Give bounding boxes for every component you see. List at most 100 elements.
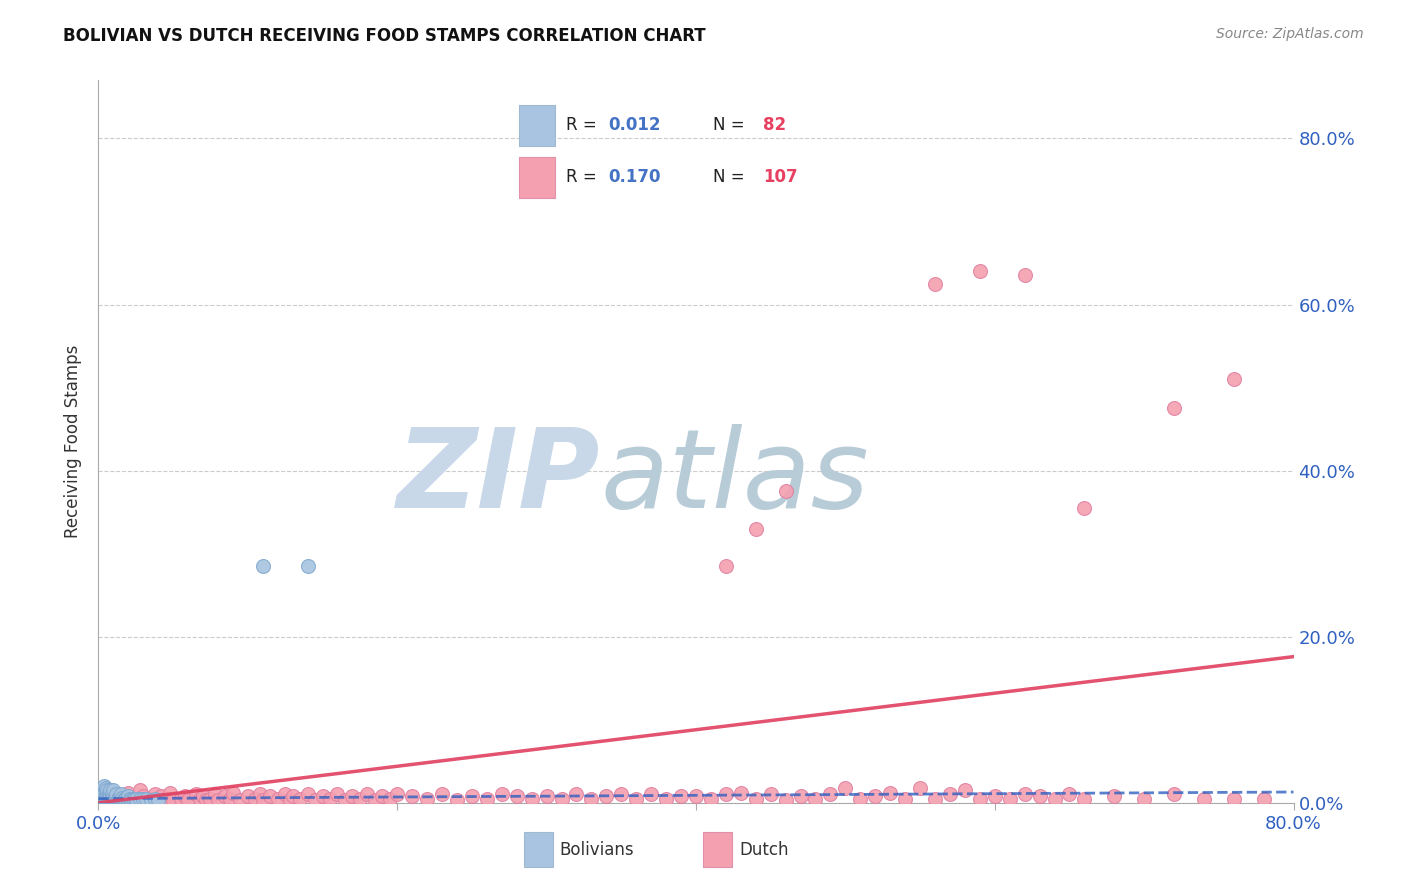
Point [91,792,114,806]
Point [103,789,125,804]
Point [139,793,162,807]
Point [108,793,131,807]
Point [177,793,200,807]
Point [110,789,132,804]
Point [112,792,135,806]
Point [103,783,125,797]
Point [94,791,117,805]
Point [311,789,333,804]
Point [148,793,170,807]
Point [565,788,588,802]
Point [121,792,143,806]
Point [430,788,453,802]
Point [1073,791,1095,805]
Point [98,794,122,808]
Point [103,794,125,808]
Point [342,789,364,804]
Point [93,793,115,807]
Point [297,559,319,574]
Point [610,788,633,802]
Point [108,790,131,805]
Point [150,789,173,804]
Point [252,559,274,574]
Point [91,788,114,802]
Point [91,794,114,808]
Point [98,791,122,805]
Point [93,791,115,805]
Point [105,794,128,808]
Point [120,791,142,805]
Point [120,792,142,806]
Point [319,791,342,805]
Point [97,786,120,800]
Point [1028,789,1050,804]
Point [849,791,872,805]
Point [685,789,707,804]
Point [188,791,211,805]
Point [416,791,439,805]
Point [1104,789,1126,804]
Point [103,793,125,807]
Point [1223,372,1246,386]
Point [274,788,297,802]
Point [110,791,132,805]
Point [506,789,529,804]
Point [326,788,349,802]
Point [94,789,117,804]
Point [125,793,148,807]
Point [89,791,111,805]
Point [94,786,117,800]
Point [349,791,371,805]
Point [219,791,242,805]
Point [207,793,229,807]
Point [174,789,197,804]
Point [107,791,129,805]
Point [195,793,218,807]
Point [834,780,856,795]
Point [101,788,124,802]
Point [939,788,962,802]
Point [110,793,132,807]
Point [101,794,124,808]
Point [94,780,117,795]
Point [98,793,122,807]
Point [107,793,129,807]
Text: BOLIVIAN VS DUTCH RECEIVING FOOD STAMPS CORRELATION CHART: BOLIVIAN VS DUTCH RECEIVING FOOD STAMPS … [63,27,706,45]
Point [924,277,946,291]
Point [894,791,917,805]
Point [333,793,356,807]
Point [969,264,991,278]
Point [148,793,170,807]
Point [117,789,139,804]
Y-axis label: Receiving Food Stamps: Receiving Food Stamps [65,345,83,538]
Point [117,786,139,800]
Point [90,789,112,804]
Point [125,791,148,805]
Point [461,789,484,804]
Point [125,793,148,807]
Point [124,792,146,806]
Point [129,792,152,806]
Point [111,793,134,807]
Point [745,791,768,805]
Point [281,789,304,804]
Point [640,788,662,802]
Point [1223,791,1246,805]
Point [159,786,181,800]
Point [105,788,128,802]
Point [908,780,931,795]
Point [93,789,115,804]
Point [103,790,125,805]
Point [446,793,468,807]
Point [91,790,114,805]
Point [94,792,117,806]
Point [775,793,797,807]
Point [104,791,127,805]
Point [879,786,901,800]
Point [162,793,184,807]
Point [93,779,115,793]
Point [1253,791,1275,805]
Point [1163,401,1185,416]
Point [1014,268,1036,283]
Point [96,789,118,804]
